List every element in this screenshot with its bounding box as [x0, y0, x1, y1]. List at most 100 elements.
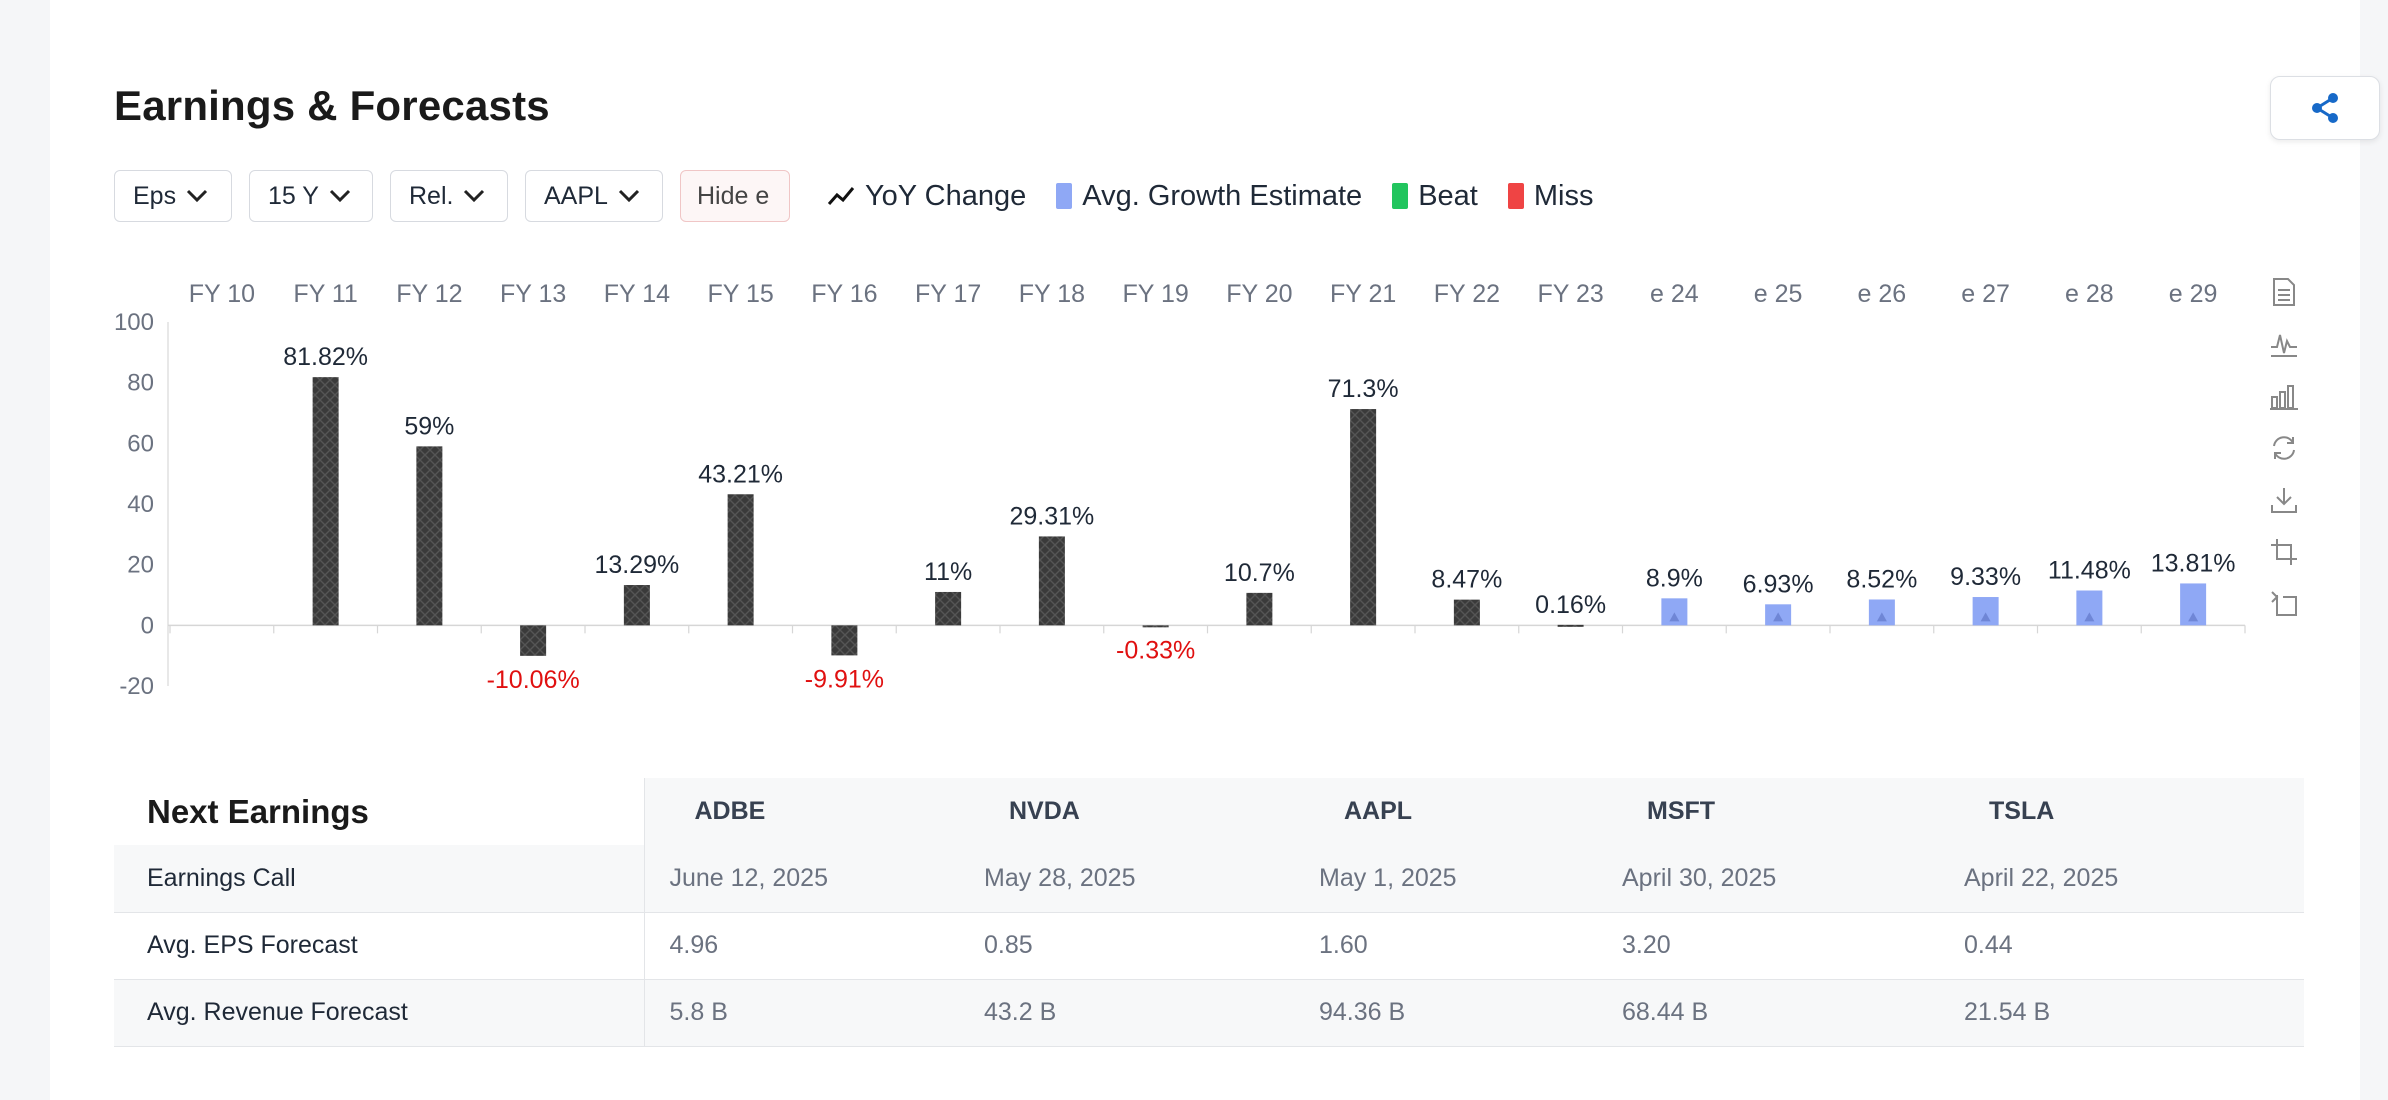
estimate-marker	[1773, 612, 1784, 622]
x-tick-label: e 28	[2065, 280, 2114, 308]
table-cell: 43.2 B	[984, 979, 1319, 1047]
table-cell: 1.60	[1319, 912, 1622, 980]
eps-chart: 100 80 60 40 20 0 -20 FY 10 FY 11 FY 12 FY 13 FY 14…	[50, 260, 2360, 710]
range-dropdown[interactable]: 15 Y	[249, 170, 373, 222]
x-tick-label: e 24	[1650, 280, 1699, 308]
eps-bar	[623, 585, 650, 626]
estimate-marker	[2188, 612, 2199, 622]
ticker-header-aapl[interactable]: AAPL	[1319, 778, 1622, 845]
ticker-header-nvda[interactable]: NVDA	[984, 778, 1319, 845]
trend-line-icon	[827, 187, 855, 205]
ticker-dropdown[interactable]: AAPL	[525, 170, 663, 222]
x-tick-label: FY 15	[708, 280, 774, 308]
refresh-icon[interactable]	[2267, 431, 2301, 465]
ticker-header-tsla[interactable]: TSLA	[1964, 778, 2304, 845]
data-label: 0.16%	[1535, 591, 1606, 619]
chevron-down-icon	[329, 189, 351, 203]
x-tick-label: FY 19	[1123, 280, 1189, 308]
table-cell: 21.54 B	[1964, 979, 2304, 1047]
table-row: Avg. EPS Forecast 4.96 0.85 1.60 3.20 0.…	[114, 912, 2304, 980]
y-tick-label: 40	[127, 491, 154, 518]
y-tick-label: 80	[127, 370, 154, 397]
data-label: 29.31%	[1009, 502, 1094, 530]
row-label-earnings-call: Earnings Call	[114, 845, 645, 913]
next-earnings-heading: Next Earnings	[114, 778, 645, 845]
metric-dropdown-label: Eps	[133, 181, 177, 210]
x-tick-label: FY 21	[1330, 280, 1396, 308]
table-cell: June 12, 2025	[644, 845, 984, 913]
table-row: Earnings Call June 12, 2025 May 28, 2025…	[114, 845, 2304, 913]
zoom-icon[interactable]	[2267, 535, 2301, 569]
y-tick-label: 100	[114, 309, 154, 336]
eps-chart-svg: 100 80 60 40 20 0 -20 FY 10 FY 11 FY 12 FY 13 FY 14…	[114, 280, 2246, 700]
x-tick-label: e 25	[1754, 280, 1803, 308]
y-tick-label: 0	[141, 612, 154, 639]
chevron-down-icon	[186, 189, 208, 203]
data-label: 11%	[924, 558, 972, 586]
data-label: 13.29%	[594, 551, 679, 579]
legend-swatch-miss	[1507, 183, 1524, 209]
chevron-down-icon	[618, 189, 640, 203]
eps-bar	[935, 591, 962, 626]
ticker-header-adbe[interactable]: ADBE	[644, 778, 984, 845]
earnings-card: Earnings & Forecasts Eps 15 Y Rel.	[50, 0, 2380, 1100]
x-tick-label: FY 23	[1538, 280, 1604, 308]
x-tick-label: FY 12	[396, 280, 462, 308]
legend-swatch-beat	[1392, 183, 1409, 209]
x-tick-label: FY 18	[1019, 280, 1085, 308]
legend-beat-label: Beat	[1418, 179, 1478, 212]
data-label: 11.48%	[2048, 557, 2131, 585]
data-label: 8.47%	[1431, 566, 1502, 594]
legend-yoy[interactable]: YoY Change	[827, 180, 1026, 213]
legend-avg-growth[interactable]: Avg. Growth Estimate	[1056, 180, 1362, 213]
metric-dropdown[interactable]: Eps	[114, 170, 232, 222]
range-dropdown-label: 15 Y	[268, 181, 319, 210]
hide-estimates-button[interactable]: Hide e	[680, 170, 790, 222]
eps-bar	[1350, 409, 1377, 626]
chart-side-tools	[2262, 275, 2306, 621]
estimate-marker	[1980, 612, 1991, 622]
mode-dropdown[interactable]: Rel.	[390, 170, 508, 222]
table-cell: 0.85	[984, 912, 1319, 980]
table-cell: 5.8 B	[644, 979, 984, 1047]
y-tick-label: 20	[127, 552, 154, 579]
data-label: 10.7%	[1224, 559, 1295, 587]
bar-chart-icon[interactable]	[2267, 379, 2301, 413]
legend-beat[interactable]: Beat	[1392, 180, 1478, 213]
table-row: Avg. Revenue Forecast 5.8 B 43.2 B 94.36…	[114, 979, 2304, 1047]
data-view-icon[interactable]	[2267, 275, 2301, 309]
table-cell: 4.96	[644, 912, 984, 980]
eps-bar	[727, 494, 754, 626]
chart-legend: YoY Change Avg. Growth Estimate Beat Mis…	[827, 180, 1593, 213]
table-cell: 94.36 B	[1319, 979, 1622, 1047]
eps-bar	[1453, 599, 1480, 626]
mode-dropdown-label: Rel.	[409, 181, 454, 210]
chart-toolbar: Eps 15 Y Rel. AAPL Hide e	[114, 170, 1593, 222]
data-label: -9.91%	[805, 665, 884, 693]
x-tick-label: FY 13	[500, 280, 566, 308]
eps-bar	[416, 446, 443, 626]
data-label: 13.81%	[2151, 549, 2236, 577]
data-label: -10.06%	[487, 666, 580, 694]
legend-miss[interactable]: Miss	[1507, 180, 1593, 213]
next-earnings-table: Next Earnings ADBE NVDA AAPL MSFT TSLA E…	[114, 778, 2304, 1047]
data-label: 8.9%	[1646, 564, 1703, 592]
row-label-eps-forecast: Avg. EPS Forecast	[114, 912, 645, 980]
zoom-reset-icon[interactable]	[2267, 587, 2301, 621]
data-label: 8.52%	[1846, 565, 1917, 593]
x-tick-label: FY 11	[293, 280, 357, 308]
x-tick-label: FY 17	[915, 280, 981, 308]
table-cell: May 28, 2025	[984, 845, 1319, 913]
eps-bar	[1246, 592, 1273, 626]
data-label: 81.82%	[283, 343, 368, 371]
ticker-header-msft[interactable]: MSFT	[1622, 778, 1964, 845]
line-chart-icon[interactable]	[2267, 327, 2301, 361]
share-icon	[2312, 93, 2338, 123]
x-tick-label: e 27	[1961, 280, 2010, 308]
data-label: 43.21%	[698, 460, 783, 488]
download-icon[interactable]	[2267, 483, 2301, 517]
y-tick-label: 60	[127, 430, 154, 457]
table-cell: April 22, 2025	[1964, 845, 2304, 913]
share-button[interactable]	[2270, 76, 2380, 140]
data-label: 9.33%	[1950, 563, 2021, 591]
